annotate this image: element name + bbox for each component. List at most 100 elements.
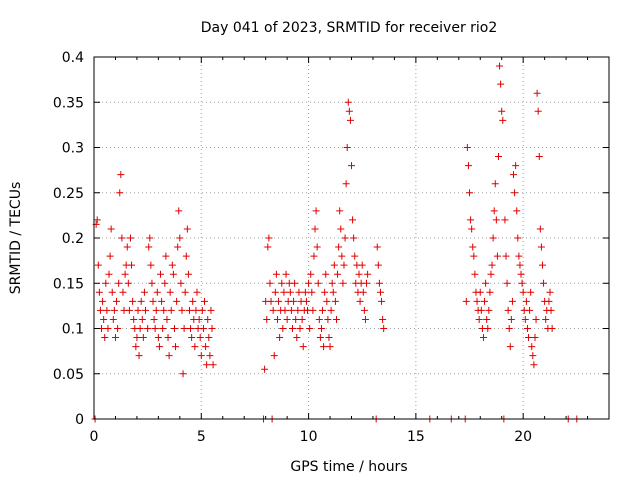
data-point	[316, 334, 324, 342]
data-point	[507, 315, 515, 323]
data-point	[291, 279, 299, 287]
data-point	[517, 270, 525, 278]
data-point	[469, 243, 477, 251]
data-point	[334, 270, 342, 278]
data-point	[513, 207, 521, 215]
data-point	[270, 352, 278, 360]
data-point	[464, 162, 472, 170]
data-point	[167, 306, 175, 314]
data-point	[130, 315, 138, 323]
data-point	[149, 297, 157, 305]
data-point	[532, 315, 540, 323]
data-point	[172, 343, 180, 351]
data-point	[280, 288, 288, 296]
y-axis-label: SRMTID / TECUs	[8, 182, 24, 295]
data-point	[305, 279, 313, 287]
data-point	[475, 315, 483, 323]
data-point	[261, 365, 269, 373]
data-point	[463, 144, 471, 151]
data-point	[136, 325, 144, 332]
data-point	[331, 297, 339, 305]
data-point	[319, 306, 327, 314]
data-point	[313, 243, 321, 251]
data-point	[173, 297, 181, 305]
data-point	[373, 243, 381, 251]
y-tick-label: 0	[75, 412, 84, 428]
data-point	[542, 315, 550, 323]
data-point	[307, 270, 315, 278]
data-point	[536, 225, 544, 233]
data-point	[485, 306, 493, 314]
data-point	[169, 270, 177, 278]
data-point	[134, 306, 142, 314]
data-point	[203, 361, 211, 369]
data-point	[209, 361, 217, 369]
data-point	[94, 261, 102, 269]
data-point	[202, 343, 210, 351]
data-point	[317, 325, 325, 332]
data-point	[486, 288, 494, 296]
data-point	[290, 297, 298, 305]
data-point	[159, 325, 167, 332]
data-point	[343, 144, 351, 151]
data-point	[315, 315, 323, 323]
data-point	[197, 352, 205, 360]
data-point	[504, 306, 512, 314]
data-point	[468, 225, 476, 233]
axes: 0 0.05 0.1 0.15 0.2 0.25 0.3 0.35 0.4 0 5 10 15 20	[53, 50, 609, 445]
data-point	[502, 252, 510, 260]
data-point	[332, 315, 340, 323]
data-point	[530, 361, 538, 369]
data-point	[378, 297, 386, 305]
data-point	[336, 207, 344, 215]
data-point	[175, 207, 183, 215]
data-point	[264, 243, 272, 251]
data-point	[487, 270, 495, 278]
data-point	[310, 252, 318, 260]
data-point	[195, 315, 203, 323]
data-point	[294, 306, 302, 314]
data-point	[525, 334, 533, 342]
data-point	[138, 315, 146, 323]
x-tick-label: 5	[197, 429, 206, 445]
data-point	[96, 306, 104, 314]
data-point	[179, 370, 187, 378]
data-point	[188, 334, 196, 342]
data-point	[95, 288, 103, 296]
data-point	[162, 252, 170, 260]
data-point	[111, 334, 119, 342]
grid	[94, 57, 609, 419]
data-point	[187, 325, 195, 332]
data-point	[193, 288, 201, 296]
x-tick-label: 0	[90, 429, 99, 445]
data-point	[144, 325, 152, 332]
data-point	[204, 315, 212, 323]
data-point	[548, 325, 556, 332]
data-point	[547, 306, 555, 314]
data-point	[101, 334, 109, 342]
data-point	[510, 171, 518, 179]
data-point	[306, 325, 314, 332]
data-point	[265, 234, 273, 242]
data-point	[470, 252, 478, 260]
data-point	[153, 288, 161, 296]
data-point	[163, 315, 171, 323]
data-point	[108, 288, 116, 296]
data-point	[267, 297, 275, 305]
data-point	[374, 261, 382, 269]
data-point	[325, 334, 333, 342]
data-point	[114, 325, 122, 332]
data-point	[311, 225, 319, 233]
data-point	[189, 297, 197, 305]
data-point	[545, 297, 553, 305]
data-point	[286, 288, 294, 296]
data-point	[327, 306, 335, 314]
data-point	[199, 325, 207, 332]
x-axis-label: GPS time / hours	[290, 459, 407, 475]
data-point	[312, 207, 320, 215]
data-point	[338, 252, 346, 260]
data-point	[174, 243, 182, 251]
data-point	[483, 315, 491, 323]
data-point	[335, 243, 343, 251]
data-point	[273, 315, 281, 323]
